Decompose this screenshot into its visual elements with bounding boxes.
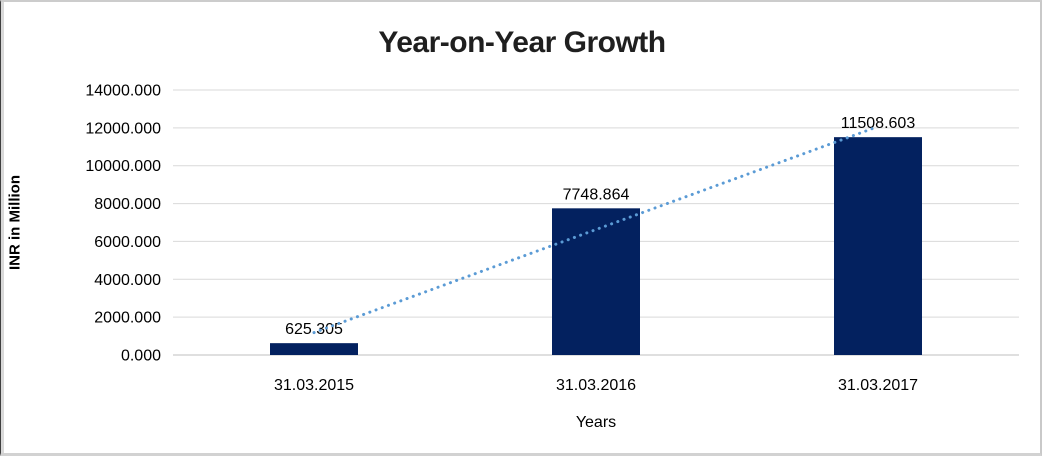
x-category-label: 31.03.2016: [556, 377, 636, 394]
y-tick-label: 14000.000: [85, 83, 161, 100]
y-axis-title: INR in Million: [6, 175, 24, 270]
x-axis-title: Years: [575, 414, 617, 431]
y-tick-label: 6000.000: [94, 234, 161, 251]
bar: [552, 208, 640, 355]
x-category-label: 31.03.2015: [274, 377, 354, 394]
bar-data-label: 625.305: [285, 321, 343, 338]
bar: [834, 137, 922, 355]
y-tick-label: 8000.000: [94, 196, 161, 213]
chart-title: Year-on-Year Growth: [378, 26, 666, 59]
bar: [270, 343, 358, 355]
bar-data-label: 11508.603: [841, 115, 916, 132]
y-tick-label: 10000.000: [85, 158, 161, 175]
bar-data-label: 7748.864: [563, 186, 630, 203]
trendline: [312, 125, 880, 335]
y-tick-label: 4000.000: [94, 272, 161, 289]
y-tick-label: 2000.000: [94, 310, 161, 327]
y-tick-label: 12000.000: [85, 120, 161, 137]
y-tick-label: 0.000: [121, 348, 161, 365]
x-category-label: 31.03.2017: [838, 377, 918, 394]
